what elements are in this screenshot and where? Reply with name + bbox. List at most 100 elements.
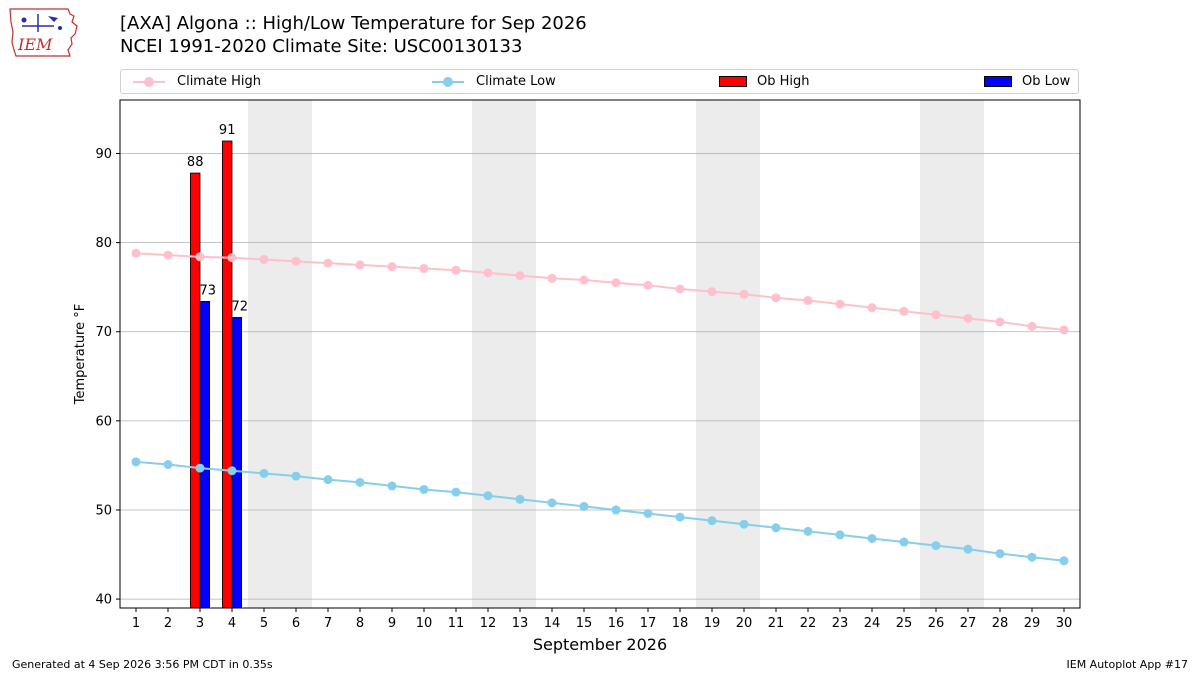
weekend-shade [728,100,760,608]
y-tick-label: 70 [95,325,112,340]
climate-high-point [195,252,205,262]
y-axis-label: Temperature °F [73,304,88,405]
x-tick-label: 5 [260,616,268,631]
legend-climate-low: Climate Low [432,70,556,93]
legend-box-icon [719,76,747,87]
weekend-shade [248,100,280,608]
climate-high-point [579,275,589,285]
climate-low-point [867,533,877,543]
climate-low-point [707,516,717,526]
logo-text: IEM [17,35,53,54]
legend-ob-high: Ob High [719,70,810,93]
y-tick-label: 90 [95,147,112,162]
climate-low-line [135,460,1065,562]
climate-low-point [579,501,589,511]
climate-high-point [803,296,813,306]
x-tick-label: 19 [704,616,721,631]
x-tick-label: 10 [416,616,433,631]
climate-high-point [867,303,877,313]
legend-line-marker-icon [133,75,165,89]
legend-label: Ob High [757,74,810,89]
legend-label: Climate Low [476,74,556,89]
climate-high-point [291,256,301,266]
climate-high-point [547,273,557,283]
climate-low-point [771,523,781,533]
y-tick-label: 40 [95,593,112,608]
x-tick-label: 28 [992,616,1009,631]
y-tick-label: 80 [95,236,112,251]
y-tick-label: 60 [95,414,112,429]
x-tick-label: 8 [356,616,364,631]
x-tick-label: 25 [896,616,913,631]
climate-low-point [323,475,333,485]
climate-high-point [1027,321,1037,331]
x-tick-label: 20 [736,616,753,631]
x-tick-label: 12 [480,616,497,631]
x-tick-label: 17 [640,616,657,631]
iowa-map-icon: IEM [9,8,78,57]
climate-high-point [451,265,461,275]
climate-low-point [227,466,237,476]
x-tick-label: 23 [832,616,849,631]
climate-low-point [1059,556,1069,566]
climate-high-point [643,280,653,290]
climate-high-point [995,317,1005,327]
climate-low-point [899,537,909,547]
climate-low-point [835,530,845,540]
x-tick-label: 24 [864,616,881,631]
x-tick-label: 27 [960,616,977,631]
ob-low-bar [231,317,243,609]
climate-low-point [963,544,973,554]
x-tick-label: 29 [1024,616,1041,631]
climate-low-point [995,549,1005,559]
x-tick-label: 3 [196,616,204,631]
footer-app: IEM Autoplot App #17 [1066,658,1189,671]
weekend-shade [504,100,536,608]
climate-high-point [611,278,621,288]
climate-high-point [739,289,749,299]
climate-low-point [259,468,269,478]
climate-high-point [131,248,141,258]
iem-logo: IEM [8,6,80,58]
x-tick-label: 11 [448,616,465,631]
x-tick-label: 13 [512,616,529,631]
x-tick-label: 14 [544,616,561,631]
weekend-shade [952,100,984,608]
climate-low-point [739,519,749,529]
climate-high-point [963,313,973,323]
legend-ob-low: Ob Low [984,70,1070,93]
legend-climate-high: Climate High [133,70,261,93]
climate-low-point [611,505,621,515]
x-tick-label: 16 [608,616,625,631]
x-tick-label: 1 [132,616,140,631]
title-line-2: NCEI 1991-2020 Climate Site: USC00130133 [120,36,523,57]
legend-label: Ob Low [1022,74,1071,89]
climate-low-point [1027,552,1037,562]
ob-high-label: 91 [219,123,236,138]
x-axis-label: September 2026 [533,635,667,654]
plot-frame [119,99,1081,609]
climate-high-point [931,310,941,320]
climate-high-point [1059,325,1069,335]
x-tick-label: 9 [388,616,396,631]
weekend-shade [696,100,728,608]
climate-high-point [163,250,173,260]
climate-low-point [419,484,429,494]
ob-low-label: 72 [232,299,249,314]
climate-low-point [675,512,685,522]
climate-high-point [835,299,845,309]
ob-high-label: 88 [187,155,204,170]
legend: Climate High Climate Low Ob High Ob Low [120,69,1079,94]
climate-high-point [355,260,365,270]
climate-low-point [291,471,301,481]
climate-low-point [803,526,813,536]
x-tick-label: 22 [800,616,817,631]
climate-high-point [227,253,237,263]
climate-high-point [419,263,429,273]
climate-high-line [135,252,1065,331]
weekend-shade [280,100,312,608]
ob-high-bar [221,140,233,609]
climate-low-point [131,457,141,467]
climate-low-point [195,463,205,473]
